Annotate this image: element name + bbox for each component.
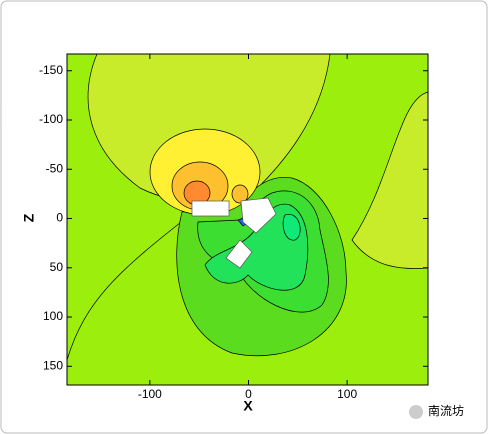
y-tick-label: 100	[43, 309, 63, 323]
y-tick-label: 50	[50, 260, 64, 274]
watermark: 南流坊	[428, 403, 464, 418]
y-tick-label: -150	[39, 63, 63, 77]
plot-border	[66, 53, 429, 386]
watermark-icon	[409, 405, 423, 419]
x-tick-label: 100	[337, 387, 357, 401]
y-tick-label: -100	[39, 112, 63, 126]
y-axis-label: Z	[21, 213, 37, 222]
y-tick-label: 0	[56, 211, 63, 225]
x-tick-label: 0	[245, 387, 252, 401]
y-tick-label: 150	[43, 358, 63, 372]
contour-field	[67, 54, 428, 385]
x-tick-label: -100	[138, 387, 162, 401]
y-tick-label: -50	[46, 161, 64, 175]
x-axis-label: X	[243, 398, 253, 414]
